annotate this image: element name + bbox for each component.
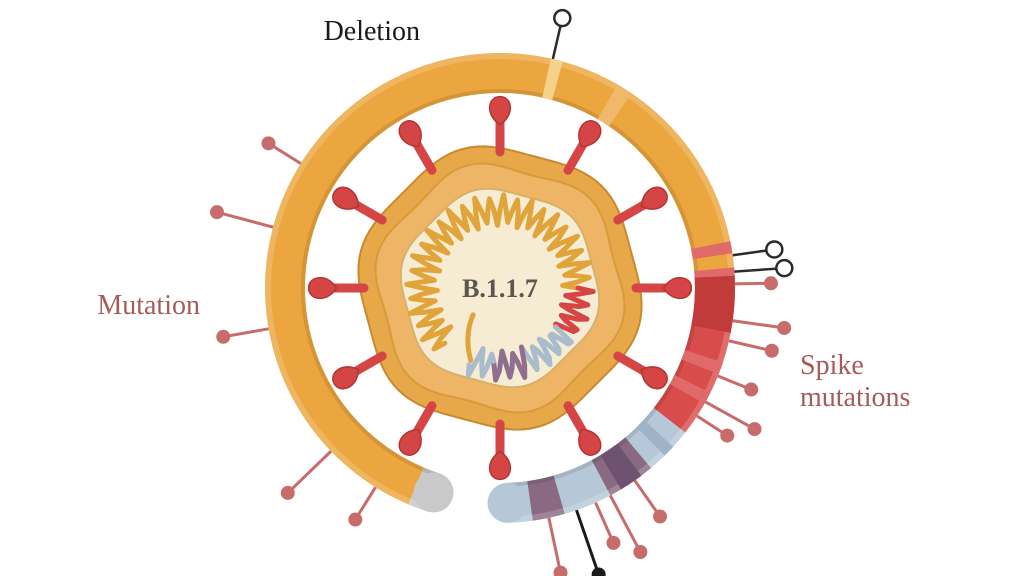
mutation-dot [720,429,734,443]
deletion-dot [776,260,792,276]
mutation_black-marker [577,510,599,574]
deletion-dot [554,10,570,26]
mutation-dot [653,510,667,524]
mutation-marker [288,451,331,493]
mutation-dot [554,566,568,576]
mutation-marker [733,321,784,328]
center-label: B.1.1.7 [462,274,538,303]
deletion-dot [766,241,782,257]
ring-endcap [414,472,454,512]
mutation-marker [217,212,273,227]
mutation_black-dot [592,567,606,576]
mutation-dot [633,545,647,559]
mutation-marker [549,518,561,573]
ring-endcap [488,483,528,523]
spike-label-1: Spike [800,350,864,381]
ring-stripe [691,276,735,333]
mutation-dot [765,344,779,358]
mutation-dot [216,330,230,344]
mutation-dot [210,205,224,219]
spike-label-2: mutations [800,382,910,413]
mutation-dot [744,383,758,397]
mutation-label: Mutation [97,290,200,321]
mutation-dot [348,513,362,527]
deletion-label: Deletion [324,16,420,47]
mutation-dot [606,536,620,550]
mutation-dot [748,422,762,436]
mutation-dot [261,136,275,150]
mutation-dot [764,276,778,290]
mutation-dot [281,486,295,500]
mutation-dot [777,321,791,335]
